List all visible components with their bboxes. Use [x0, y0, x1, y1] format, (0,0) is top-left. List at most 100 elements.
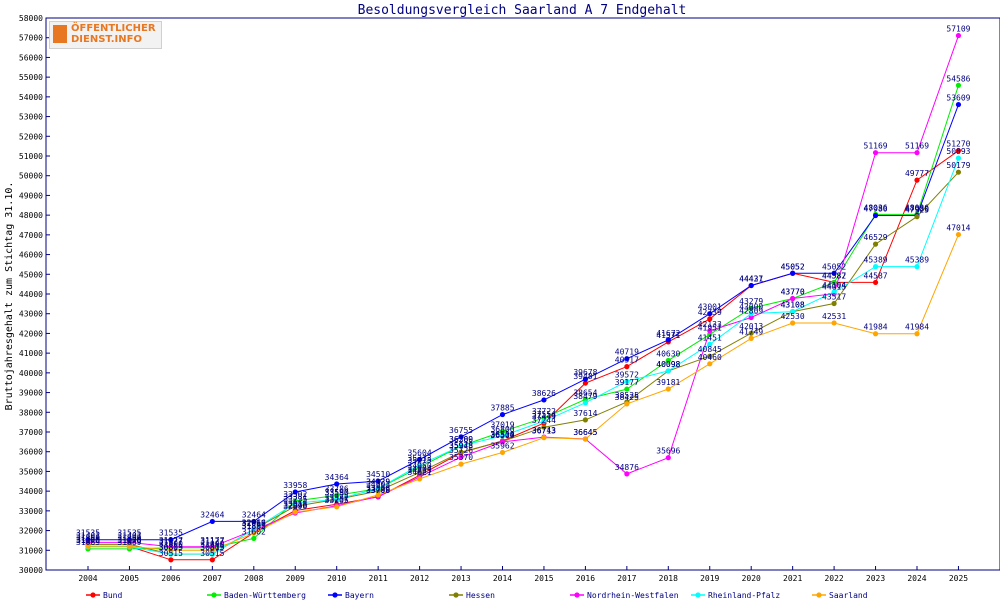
data-label: 51169 [864, 142, 888, 151]
legend-label: Saarland [829, 591, 868, 600]
data-point [126, 539, 133, 545]
data-label: 35948 [449, 442, 473, 451]
data-label: 33381 [283, 492, 307, 501]
data-point [872, 212, 879, 219]
data-label: 32066 [242, 518, 266, 527]
data-label: 40719 [615, 348, 639, 357]
x-tick-label: 2005 [120, 574, 139, 583]
y-tick-label: 48000 [19, 211, 43, 220]
y-tick-label: 42000 [19, 329, 43, 338]
data-point [499, 411, 506, 418]
data-point [707, 316, 713, 322]
legend-swatch-marker [695, 592, 701, 598]
data-point [292, 500, 298, 506]
series-points [85, 32, 962, 563]
data-label: 34804 [408, 464, 432, 473]
data-label: 35333 [408, 454, 432, 463]
data-point [168, 537, 174, 543]
x-tick-label: 2020 [742, 574, 761, 583]
data-point [624, 401, 630, 407]
x-tick-label: 2014 [493, 574, 512, 583]
data-point [209, 547, 215, 553]
data-label: 39181 [656, 378, 680, 387]
data-point [914, 264, 920, 270]
data-point [955, 231, 962, 238]
data-label: 31401 [117, 531, 141, 540]
y-tick-label: 56000 [19, 53, 43, 62]
y-tick-label: 44000 [19, 290, 43, 299]
data-point [707, 341, 713, 347]
data-label: 31300 [76, 533, 100, 542]
data-point [872, 241, 879, 247]
data-point [955, 82, 962, 88]
data-label: 39678 [573, 368, 597, 377]
data-label: 34003 [366, 480, 390, 489]
data-label: 35962 [490, 441, 514, 450]
data-label: 42809 [739, 306, 763, 315]
series-line-2 [88, 85, 959, 550]
data-label: 30813 [200, 543, 224, 552]
y-tick-label: 38000 [19, 408, 43, 417]
y-tick-label: 34000 [19, 487, 43, 496]
y-tick-label: 31000 [19, 546, 43, 555]
data-label: 43000 [739, 303, 763, 312]
data-label: 45052 [781, 262, 805, 271]
data-point [872, 279, 879, 286]
data-label: 37722 [532, 407, 556, 416]
data-label: 41749 [739, 327, 763, 336]
legend-swatch-marker [211, 592, 217, 598]
logo: ÖFFENTLICHER DIENST.INFO [49, 21, 162, 49]
data-label: 33730 [366, 485, 390, 494]
data-point [375, 478, 381, 484]
data-label: 31127 [200, 537, 224, 546]
legend-label: Bayern [345, 591, 374, 600]
data-point [914, 150, 920, 156]
legend: Bund Baden-Württemberg Bayern Hessen Nordrhe… [86, 591, 868, 600]
data-label: 32938 [283, 501, 307, 510]
y-tick-label: 30000 [19, 566, 43, 575]
series-line-3 [88, 104, 959, 541]
data-point [665, 337, 671, 343]
y-tick-label: 40000 [19, 369, 43, 378]
data-point [665, 455, 671, 461]
data-label: 44582 [822, 272, 846, 281]
data-label: 37019 [490, 421, 514, 430]
data-label: 41451 [698, 333, 722, 342]
x-tick-label: 2012 [410, 574, 429, 583]
data-label: 31170 [117, 536, 141, 545]
x-tick-label: 2018 [659, 574, 678, 583]
data-label: 44587 [864, 271, 888, 280]
data-point [955, 155, 962, 161]
data-label: 35696 [656, 447, 680, 456]
y-tick-label: 57000 [19, 34, 43, 43]
data-point [251, 530, 257, 536]
data-label: 36743 [532, 426, 556, 435]
data-label: 31300 [117, 533, 141, 542]
data-label: 44431 [739, 275, 763, 284]
y-tick-label: 35000 [19, 467, 43, 476]
data-label: 33590 [325, 488, 349, 497]
data-label: 36550 [490, 430, 514, 439]
y-tick-label: 49000 [19, 191, 43, 200]
data-point [458, 443, 464, 449]
y-tick-label: 47000 [19, 231, 43, 240]
data-label: 47925 [905, 206, 929, 215]
data-label: 30809 [159, 543, 183, 552]
data-point [790, 270, 796, 276]
data-point [417, 469, 423, 476]
series-line-1 [88, 150, 959, 561]
data-point [541, 424, 547, 430]
data-label: 37885 [490, 404, 514, 413]
data-label: 33235 [283, 495, 307, 504]
y-tick-label: 41000 [19, 349, 43, 358]
data-point [665, 357, 671, 364]
data-point [251, 518, 257, 525]
x-tick-label: 2016 [576, 574, 595, 583]
data-label: 45389 [864, 256, 888, 265]
logo-line-1: ÖFFENTLICHER [71, 23, 156, 34]
data-label: 42530 [781, 312, 805, 321]
data-label: 43108 [781, 301, 805, 310]
data-point [541, 435, 547, 441]
data-point [790, 308, 796, 315]
